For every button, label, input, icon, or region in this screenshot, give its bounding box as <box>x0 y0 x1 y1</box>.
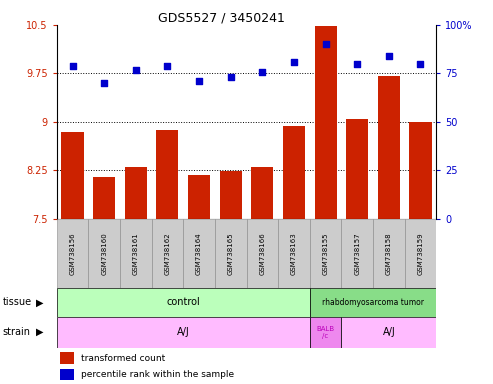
Text: rhabdomyosarcoma tumor: rhabdomyosarcoma tumor <box>322 298 424 307</box>
Bar <box>215 219 246 288</box>
Text: ▶: ▶ <box>35 297 43 308</box>
Bar <box>93 177 115 219</box>
Point <box>353 61 361 67</box>
Bar <box>156 130 178 219</box>
Point <box>227 74 235 80</box>
Bar <box>373 219 405 288</box>
Bar <box>125 167 147 219</box>
Text: GSM738157: GSM738157 <box>354 232 360 275</box>
Point <box>195 78 203 84</box>
Text: GSM738155: GSM738155 <box>322 232 329 275</box>
Text: GDS5527 / 3450241: GDS5527 / 3450241 <box>158 12 285 25</box>
Bar <box>246 219 278 288</box>
Bar <box>62 132 84 219</box>
Bar <box>315 26 337 219</box>
Text: control: control <box>166 297 200 308</box>
Text: tissue: tissue <box>2 297 32 308</box>
Point <box>132 66 140 73</box>
Text: strain: strain <box>2 327 31 337</box>
Text: GSM738164: GSM738164 <box>196 232 202 275</box>
Bar <box>310 219 341 288</box>
Bar <box>409 122 431 219</box>
Text: A/J: A/J <box>177 327 190 337</box>
Text: GSM738165: GSM738165 <box>228 232 234 275</box>
Point <box>164 63 172 69</box>
Bar <box>341 317 436 348</box>
Bar <box>251 167 274 219</box>
Bar <box>278 219 310 288</box>
Bar <box>378 76 400 219</box>
Text: GSM738160: GSM738160 <box>101 232 107 275</box>
Text: transformed count: transformed count <box>81 354 166 362</box>
Text: GSM738156: GSM738156 <box>70 232 75 275</box>
Text: A/J: A/J <box>383 327 395 337</box>
Point <box>385 53 393 59</box>
Bar <box>310 317 341 348</box>
Point <box>321 41 329 47</box>
Point <box>290 59 298 65</box>
Text: GSM738162: GSM738162 <box>164 232 171 275</box>
Bar <box>188 175 210 219</box>
Bar <box>88 219 120 288</box>
Bar <box>346 119 368 219</box>
Bar <box>120 219 152 288</box>
Bar <box>183 219 215 288</box>
Bar <box>341 219 373 288</box>
Bar <box>57 317 310 348</box>
Text: percentile rank within the sample: percentile rank within the sample <box>81 370 235 379</box>
Bar <box>61 369 74 380</box>
Point <box>417 61 424 67</box>
Text: BALB
/c: BALB /c <box>317 326 335 339</box>
Bar <box>61 352 74 364</box>
Bar <box>405 219 436 288</box>
Text: GSM738161: GSM738161 <box>133 232 139 275</box>
Bar <box>219 171 242 219</box>
Text: GSM738158: GSM738158 <box>386 232 392 275</box>
Bar <box>57 219 88 288</box>
Bar <box>283 126 305 219</box>
Point <box>69 63 76 69</box>
Bar <box>310 288 436 317</box>
Text: ▶: ▶ <box>35 327 43 337</box>
Point <box>100 80 108 86</box>
Point <box>258 68 266 74</box>
Text: GSM738163: GSM738163 <box>291 232 297 275</box>
Bar <box>152 219 183 288</box>
Text: GSM738166: GSM738166 <box>259 232 265 275</box>
Bar <box>57 288 310 317</box>
Text: GSM738159: GSM738159 <box>418 232 423 275</box>
